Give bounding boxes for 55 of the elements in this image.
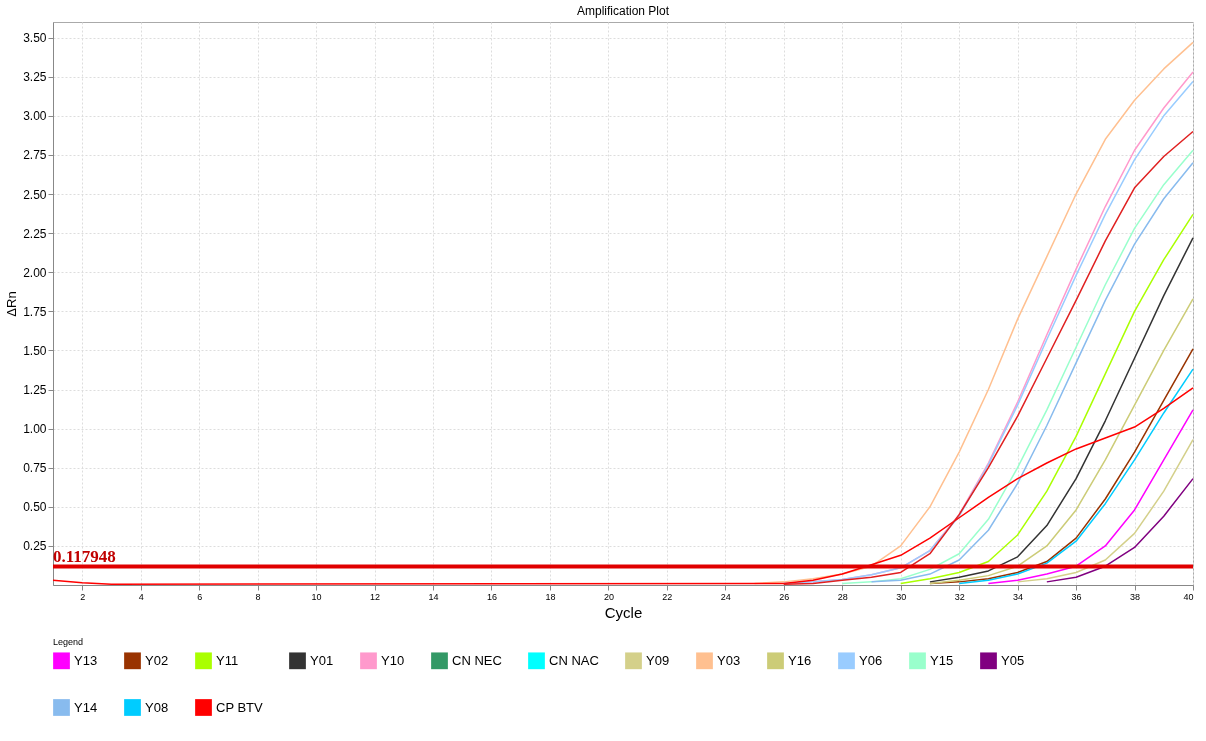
x-tick-label: 22 — [662, 591, 673, 602]
legend-label: Y01 — [310, 652, 334, 668]
y-tick-label: 1.00 — [23, 422, 47, 437]
legend-label: CN NAC — [549, 652, 599, 668]
y-tick-label: 0.75 — [23, 461, 47, 476]
x-tick-label: 24 — [720, 591, 731, 602]
legend-label: Y05 — [1001, 652, 1025, 668]
y-tick-label: 2.25 — [23, 226, 47, 241]
y-tick-label: 2.00 — [23, 265, 47, 280]
x-tick-label: 32 — [954, 591, 965, 602]
x-tick-label: 34 — [1013, 591, 1024, 602]
x-tick-label: 10 — [311, 591, 322, 602]
legend-label: Y16 — [788, 652, 812, 668]
y-tick-label: 3.00 — [23, 109, 47, 124]
x-tick-label: 4 — [138, 591, 144, 602]
x-tick-label: 20 — [603, 591, 614, 602]
legend-label: CN NEC — [452, 652, 502, 668]
y-tick-label: 2.75 — [23, 148, 47, 163]
legend-label: Y10 — [381, 652, 405, 668]
x-tick-label: 16 — [486, 591, 497, 602]
legend-label: Y14 — [74, 699, 98, 715]
y-tick-label: 3.50 — [23, 31, 47, 46]
legend-label: Y15 — [930, 652, 954, 668]
legend-label: CP BTV — [216, 699, 264, 715]
legend-label: Y09 — [646, 652, 670, 668]
y-tick-label: 0.25 — [23, 539, 47, 554]
legend-label: Y03 — [717, 652, 741, 668]
legend-title: Legend — [53, 637, 84, 647]
y-tick-label: 2.50 — [23, 187, 47, 202]
y-tick-label: 1.25 — [23, 383, 47, 398]
x-tick-label: 26 — [779, 591, 790, 602]
x-tick-label: 2 — [80, 591, 86, 602]
legend-label: Y08 — [145, 699, 169, 715]
y-tick-label: 3.25 — [23, 70, 47, 85]
legend-label: Y06 — [859, 652, 883, 668]
x-axis-title: Cycle — [604, 603, 643, 621]
legend-label: Y13 — [74, 652, 98, 668]
x-tick-label: 28 — [837, 591, 848, 602]
x-tick-label: 36 — [1071, 591, 1082, 602]
y-tick-label: 1.75 — [23, 304, 47, 319]
x-tick-label: 12 — [370, 591, 381, 602]
x-tick-label: 30 — [896, 591, 907, 602]
x-tick-label: 14 — [428, 591, 439, 602]
x-tick-label: 40 — [1183, 591, 1194, 602]
y-tick-label: 0.50 — [23, 500, 47, 515]
x-tick-label: 8 — [255, 591, 261, 602]
y-tick-label: 1.50 — [23, 343, 47, 358]
legend-label: Y02 — [145, 652, 169, 668]
x-tick-label: 6 — [197, 591, 203, 602]
ref-line-label: 0.117948 — [53, 546, 116, 566]
legend-label: Y11 — [216, 652, 239, 668]
x-tick-label: 38 — [1130, 591, 1141, 602]
x-tick-label: 18 — [545, 591, 556, 602]
y-axis-title: ΔRn — [4, 291, 20, 317]
chart-title: Amplification Plot — [576, 4, 670, 18]
